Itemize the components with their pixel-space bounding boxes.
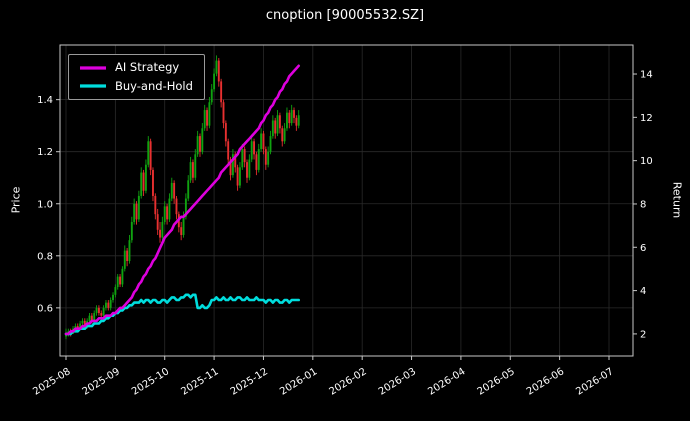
- svg-text:1.2: 1.2: [37, 147, 53, 158]
- svg-text:2026-03: 2026-03: [377, 366, 418, 397]
- plot-border: [59, 44, 634, 357]
- buy-and-hold-line: [64, 293, 301, 336]
- svg-text:2025-09: 2025-09: [81, 366, 122, 397]
- gridlines: [60, 45, 633, 356]
- svg-text:2026-01: 2026-01: [278, 366, 319, 397]
- svg-text:2026-07: 2026-07: [574, 366, 615, 397]
- svg-text:0.8: 0.8: [37, 251, 53, 262]
- svg-text:8: 8: [640, 199, 646, 210]
- buy-and-hold-line-swatch: [80, 84, 106, 88]
- svg-text:2026-02: 2026-02: [327, 366, 368, 397]
- svg-text:2025-12: 2025-12: [229, 366, 270, 397]
- svg-text:0.6: 0.6: [37, 303, 53, 314]
- svg-text:2: 2: [640, 329, 646, 340]
- legend: AI Strategy Buy-and-Hold: [68, 54, 205, 100]
- y-axis-label-price: Price: [9, 186, 23, 214]
- svg-text:2026-06: 2026-06: [525, 366, 566, 397]
- candlestick-layer: [65, 55, 300, 340]
- svg-text:2025-11: 2025-11: [179, 366, 220, 397]
- legend-item-buy-and-hold: Buy-and-Hold: [80, 78, 193, 93]
- svg-text:2025-08: 2025-08: [31, 366, 72, 397]
- y-axis-label-return: Return: [670, 181, 684, 219]
- svg-text:14: 14: [640, 70, 653, 81]
- svg-text:10: 10: [640, 156, 653, 167]
- svg-text:6: 6: [640, 243, 646, 254]
- legend-label-ai-strategy: AI Strategy: [115, 60, 180, 74]
- chart-title: cnoption [90005532.SZ]: [265, 8, 425, 23]
- ai-strategy-line: [64, 64, 301, 336]
- svg-text:12: 12: [640, 113, 653, 124]
- svg-text:2025-10: 2025-10: [130, 366, 171, 397]
- legend-label-buy-and-hold: Buy-and-Hold: [115, 78, 193, 93]
- legend-item-ai-strategy: AI Strategy: [80, 60, 193, 74]
- svg-text:2026-05: 2026-05: [476, 366, 517, 397]
- svg-text:2026-04: 2026-04: [426, 366, 467, 397]
- ai-strategy-line-swatch: [80, 66, 106, 70]
- svg-text:1.4: 1.4: [37, 95, 53, 106]
- svg-text:1.0: 1.0: [37, 199, 53, 210]
- svg-text:4: 4: [640, 286, 646, 297]
